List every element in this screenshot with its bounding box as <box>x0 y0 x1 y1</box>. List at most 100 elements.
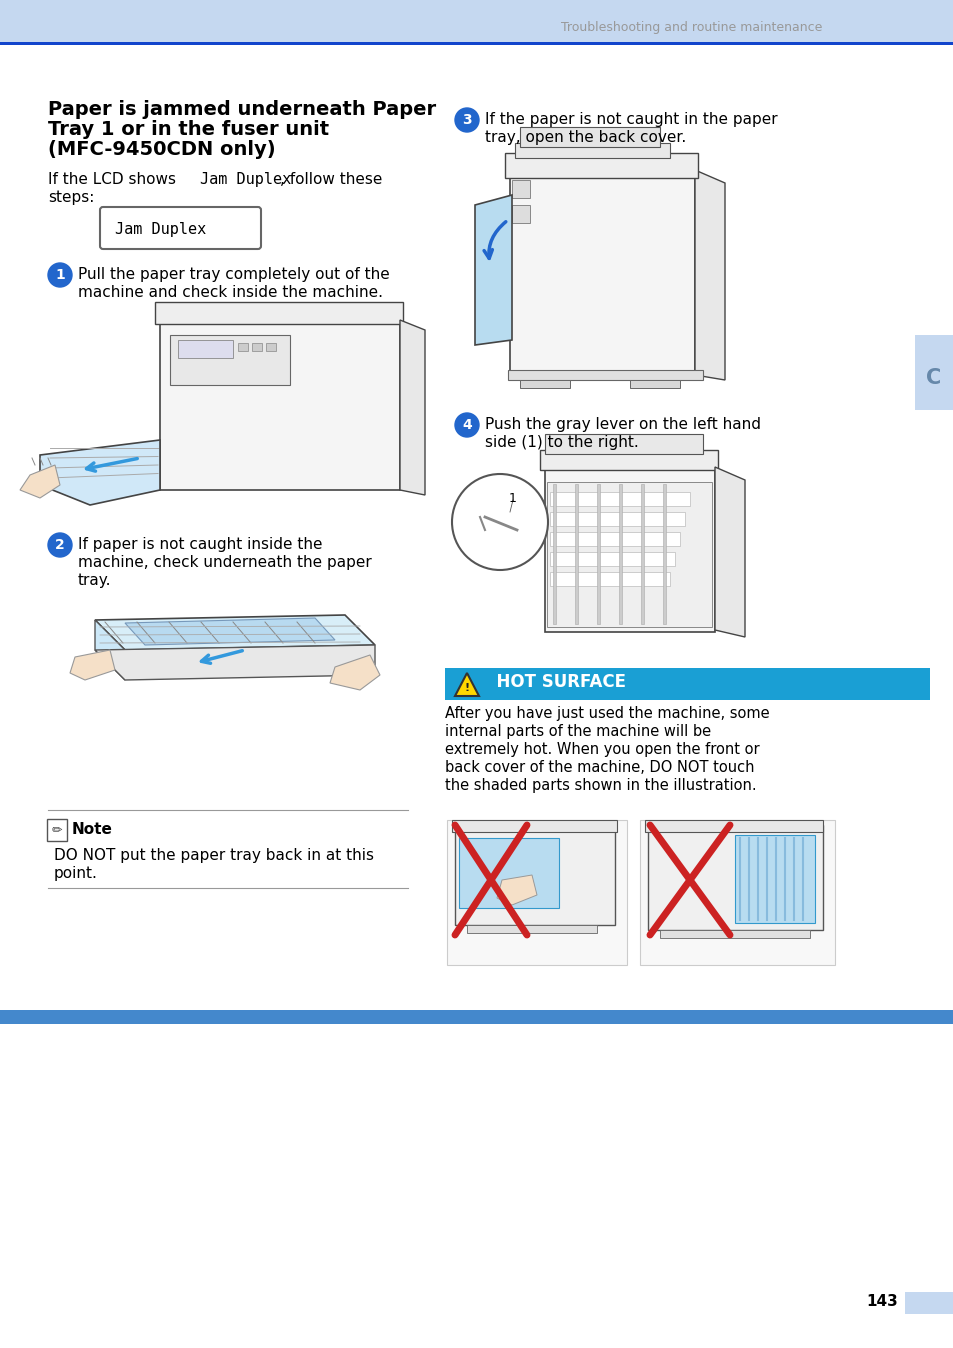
FancyBboxPatch shape <box>47 820 67 841</box>
Bar <box>444 669 929 700</box>
Text: Push the gray lever on the left hand: Push the gray lever on the left hand <box>484 417 760 431</box>
Bar <box>0 1010 953 1024</box>
Bar <box>266 342 275 350</box>
Bar <box>170 336 290 386</box>
Bar <box>447 820 626 965</box>
Circle shape <box>48 532 71 557</box>
Text: 3: 3 <box>461 113 472 127</box>
Bar <box>618 484 621 624</box>
Text: steps:: steps: <box>48 190 94 205</box>
Polygon shape <box>70 650 115 679</box>
Text: machine and check inside the machine.: machine and check inside the machine. <box>78 284 382 301</box>
Circle shape <box>455 108 478 132</box>
Bar <box>237 342 248 350</box>
Bar <box>644 820 822 832</box>
Polygon shape <box>455 673 478 696</box>
Bar <box>512 205 530 222</box>
Text: 143: 143 <box>865 1294 897 1309</box>
Text: 1: 1 <box>509 492 517 506</box>
Text: internal parts of the machine will be: internal parts of the machine will be <box>444 724 710 739</box>
Bar <box>575 484 578 624</box>
Bar <box>914 336 953 410</box>
Bar <box>659 930 809 938</box>
Bar <box>539 450 718 470</box>
Text: DO NOT put the paper tray back in at this: DO NOT put the paper tray back in at thi… <box>54 848 374 863</box>
Text: !: ! <box>464 683 469 693</box>
Bar <box>467 925 597 933</box>
Text: machine, check underneath the paper: machine, check underneath the paper <box>78 555 372 570</box>
Polygon shape <box>714 466 744 638</box>
Polygon shape <box>20 465 60 497</box>
Bar <box>252 342 262 350</box>
Polygon shape <box>95 644 375 679</box>
Text: HOT SURFACE: HOT SURFACE <box>484 673 625 692</box>
Circle shape <box>455 412 478 437</box>
Text: After you have just used the machine, some: After you have just used the machine, so… <box>444 706 769 721</box>
Polygon shape <box>330 655 379 690</box>
Bar <box>510 164 695 375</box>
Bar <box>504 154 698 178</box>
Text: 4: 4 <box>461 418 472 431</box>
Bar <box>550 512 684 526</box>
Polygon shape <box>497 875 537 905</box>
Bar <box>544 462 714 632</box>
Text: If paper is not caught inside the: If paper is not caught inside the <box>78 537 322 551</box>
Bar <box>640 484 643 624</box>
Text: Jam Duplex: Jam Duplex <box>115 222 206 237</box>
Text: Pull the paper tray completely out of the: Pull the paper tray completely out of th… <box>78 267 390 282</box>
Bar <box>639 820 834 965</box>
Bar <box>904 1291 953 1314</box>
Circle shape <box>452 474 547 570</box>
Bar <box>154 302 402 324</box>
Bar <box>160 310 399 491</box>
Bar <box>597 484 599 624</box>
Text: (MFC-9450CDN only): (MFC-9450CDN only) <box>48 140 275 159</box>
Bar <box>0 42 953 44</box>
Text: tray.: tray. <box>78 573 112 588</box>
Text: Jam Duplex: Jam Duplex <box>200 173 291 187</box>
Polygon shape <box>95 615 375 650</box>
Polygon shape <box>475 195 512 345</box>
Bar <box>550 551 675 566</box>
Text: 2: 2 <box>55 538 65 551</box>
Text: Paper is jammed underneath Paper: Paper is jammed underneath Paper <box>48 100 436 119</box>
Bar <box>544 434 702 454</box>
Text: 1: 1 <box>55 268 65 282</box>
Bar <box>512 181 530 198</box>
Text: Note: Note <box>71 822 112 837</box>
Bar <box>647 825 822 930</box>
Bar <box>546 483 711 627</box>
Polygon shape <box>40 439 160 506</box>
Bar <box>519 127 659 147</box>
Text: point.: point. <box>54 865 98 882</box>
Bar <box>519 380 569 388</box>
Bar <box>455 825 615 925</box>
Text: If the LCD shows: If the LCD shows <box>48 173 181 187</box>
Bar <box>0 0 953 42</box>
Bar <box>507 369 702 380</box>
Text: , follow these: , follow these <box>280 173 382 187</box>
Circle shape <box>48 263 71 287</box>
Polygon shape <box>399 319 424 495</box>
Text: Troubleshooting and routine maintenance: Troubleshooting and routine maintenance <box>560 20 821 34</box>
Bar <box>629 380 679 388</box>
Bar <box>550 492 689 506</box>
Text: the shaded parts shown in the illustration.: the shaded parts shown in the illustrati… <box>444 778 756 793</box>
Text: extremely hot. When you open the front or: extremely hot. When you open the front o… <box>444 741 759 758</box>
FancyBboxPatch shape <box>100 208 261 249</box>
Bar <box>550 532 679 546</box>
Bar <box>515 143 669 158</box>
Bar <box>458 838 558 909</box>
Text: tray, open the back cover.: tray, open the back cover. <box>484 129 685 146</box>
Text: side (1) to the right.: side (1) to the right. <box>484 435 639 450</box>
Polygon shape <box>95 620 125 679</box>
Bar <box>550 572 669 586</box>
Text: back cover of the machine, DO NOT touch: back cover of the machine, DO NOT touch <box>444 760 754 775</box>
Bar <box>178 340 233 359</box>
Text: ✏: ✏ <box>51 825 62 837</box>
Polygon shape <box>695 170 724 380</box>
Bar <box>662 484 665 624</box>
Text: C: C <box>925 368 941 388</box>
Bar <box>734 834 814 923</box>
Text: If the paper is not caught in the paper: If the paper is not caught in the paper <box>484 112 777 127</box>
